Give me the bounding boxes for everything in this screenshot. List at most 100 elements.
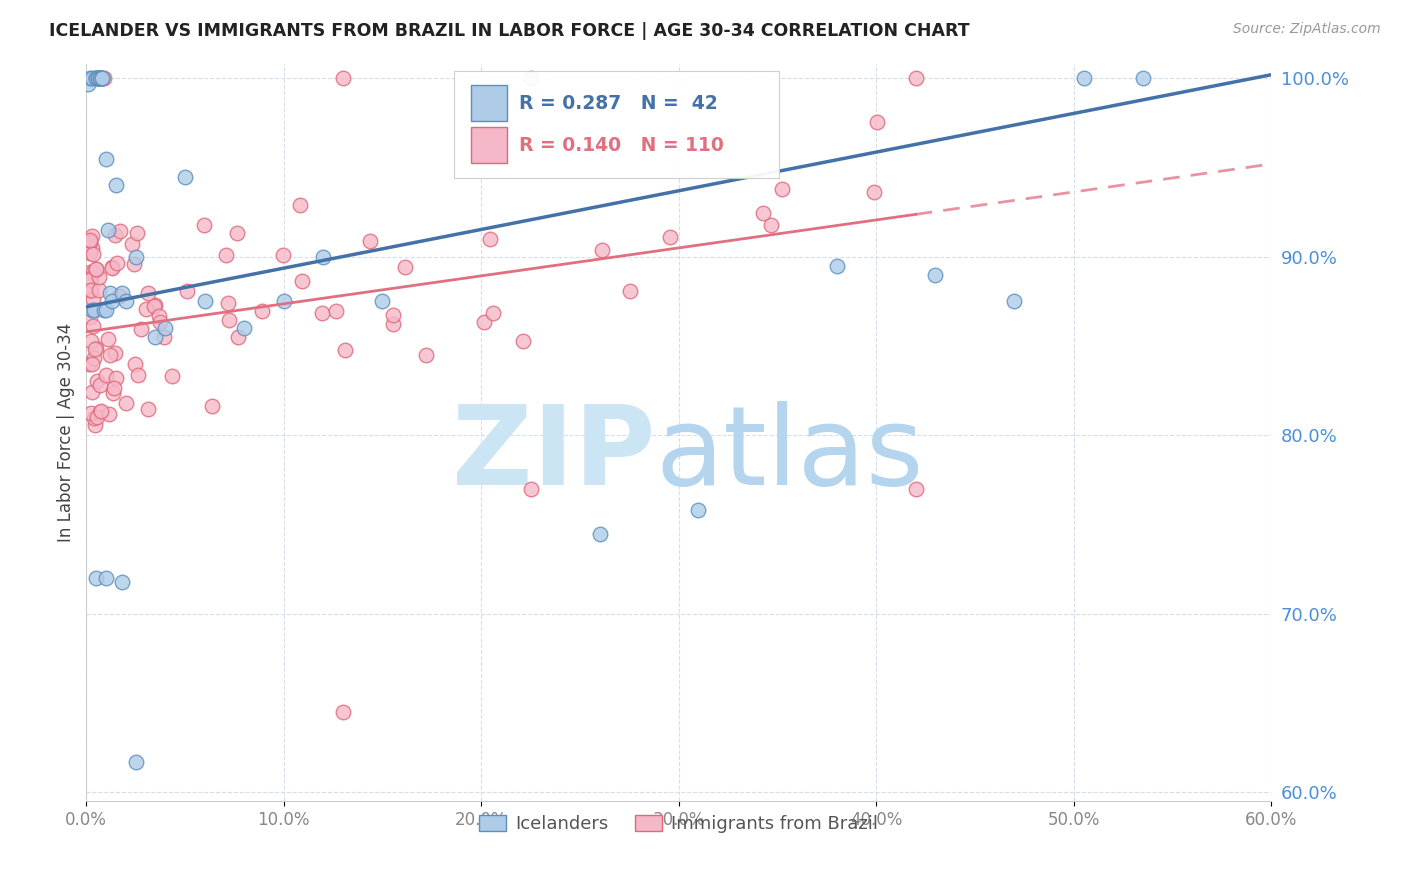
Point [82,228,104,243]
Point [79,271,101,285]
Point [825,259,848,273]
Point [226,330,249,344]
Point [82,303,104,318]
Point [904,482,927,496]
Point [335,343,357,358]
Point [98,348,121,362]
Point [359,235,381,249]
Point [80,241,103,255]
Point [143,299,166,313]
Point [124,357,146,371]
Point [89,405,111,419]
Point [98,285,121,300]
Point [89,270,111,285]
Text: R = 0.287   N =  42: R = 0.287 N = 42 [519,94,717,112]
Point [371,294,394,309]
Point [79,285,101,299]
Point [1132,71,1154,86]
Point [100,260,122,275]
Point [193,218,215,232]
FancyBboxPatch shape [454,71,779,178]
Point [89,377,111,392]
Point [108,289,131,303]
Point [96,368,118,383]
Point [84,342,107,356]
Point [218,312,240,326]
Point [129,322,152,336]
Point [381,317,404,331]
Point [217,296,239,310]
Point [97,223,120,237]
Point [591,244,613,258]
Point [84,417,107,432]
Text: ZIP: ZIP [451,401,655,508]
Point [271,248,294,262]
Point [104,178,127,193]
Point [87,71,110,86]
Bar [471,128,508,163]
Point [79,233,101,247]
Point [84,71,107,86]
Point [688,503,710,517]
Point [658,230,681,244]
Point [103,381,125,395]
Point [174,169,197,184]
Point [194,294,217,309]
Point [127,368,149,383]
Point [124,250,146,264]
Point [176,285,198,299]
Point [89,71,111,86]
Point [512,334,534,349]
Point [84,261,107,276]
Point [82,246,104,260]
Point [761,218,783,232]
Text: ICELANDER VS IMMIGRANTS FROM BRAZIL IN LABOR FORCE | AGE 30-34 CORRELATION CHART: ICELANDER VS IMMIGRANTS FROM BRAZIL IN L… [49,22,970,40]
Point [155,321,177,335]
Point [87,71,110,86]
Point [233,321,256,335]
Point [519,482,541,496]
Point [1073,71,1095,86]
Point [111,574,134,589]
Legend: Icelanders, Immigrants from Brazil: Icelanders, Immigrants from Brazil [471,807,886,840]
Point [79,406,101,420]
Point [79,273,101,287]
Point [149,315,172,329]
Point [135,302,157,317]
Point [105,256,128,270]
Point [83,411,105,425]
Point [124,755,146,769]
Point [111,285,134,300]
Point [288,197,311,211]
Y-axis label: In Labor Force | Age 30-34: In Labor Force | Age 30-34 [58,323,75,542]
Text: Source: ZipAtlas.com: Source: ZipAtlas.com [1233,22,1381,37]
Point [79,310,101,324]
Point [160,369,183,384]
Point [519,71,541,86]
Point [94,571,117,585]
Point [84,341,107,355]
Point [79,334,101,348]
Point [83,351,105,366]
Point [83,303,105,318]
Text: R = 0.140   N = 110: R = 0.140 N = 110 [519,136,724,154]
Point [87,71,110,86]
Point [472,314,495,328]
Point [148,310,170,324]
Point [136,286,159,301]
Point [82,71,104,86]
Point [77,358,100,372]
Point [291,274,314,288]
Point [770,182,793,196]
Point [312,250,335,264]
Point [91,71,114,86]
Point [82,293,104,307]
Point [79,265,101,279]
Point [93,303,115,318]
Point [90,404,112,418]
Point [136,402,159,417]
Point [311,306,333,320]
Point [751,206,773,220]
Point [225,227,247,241]
Point [89,71,111,86]
